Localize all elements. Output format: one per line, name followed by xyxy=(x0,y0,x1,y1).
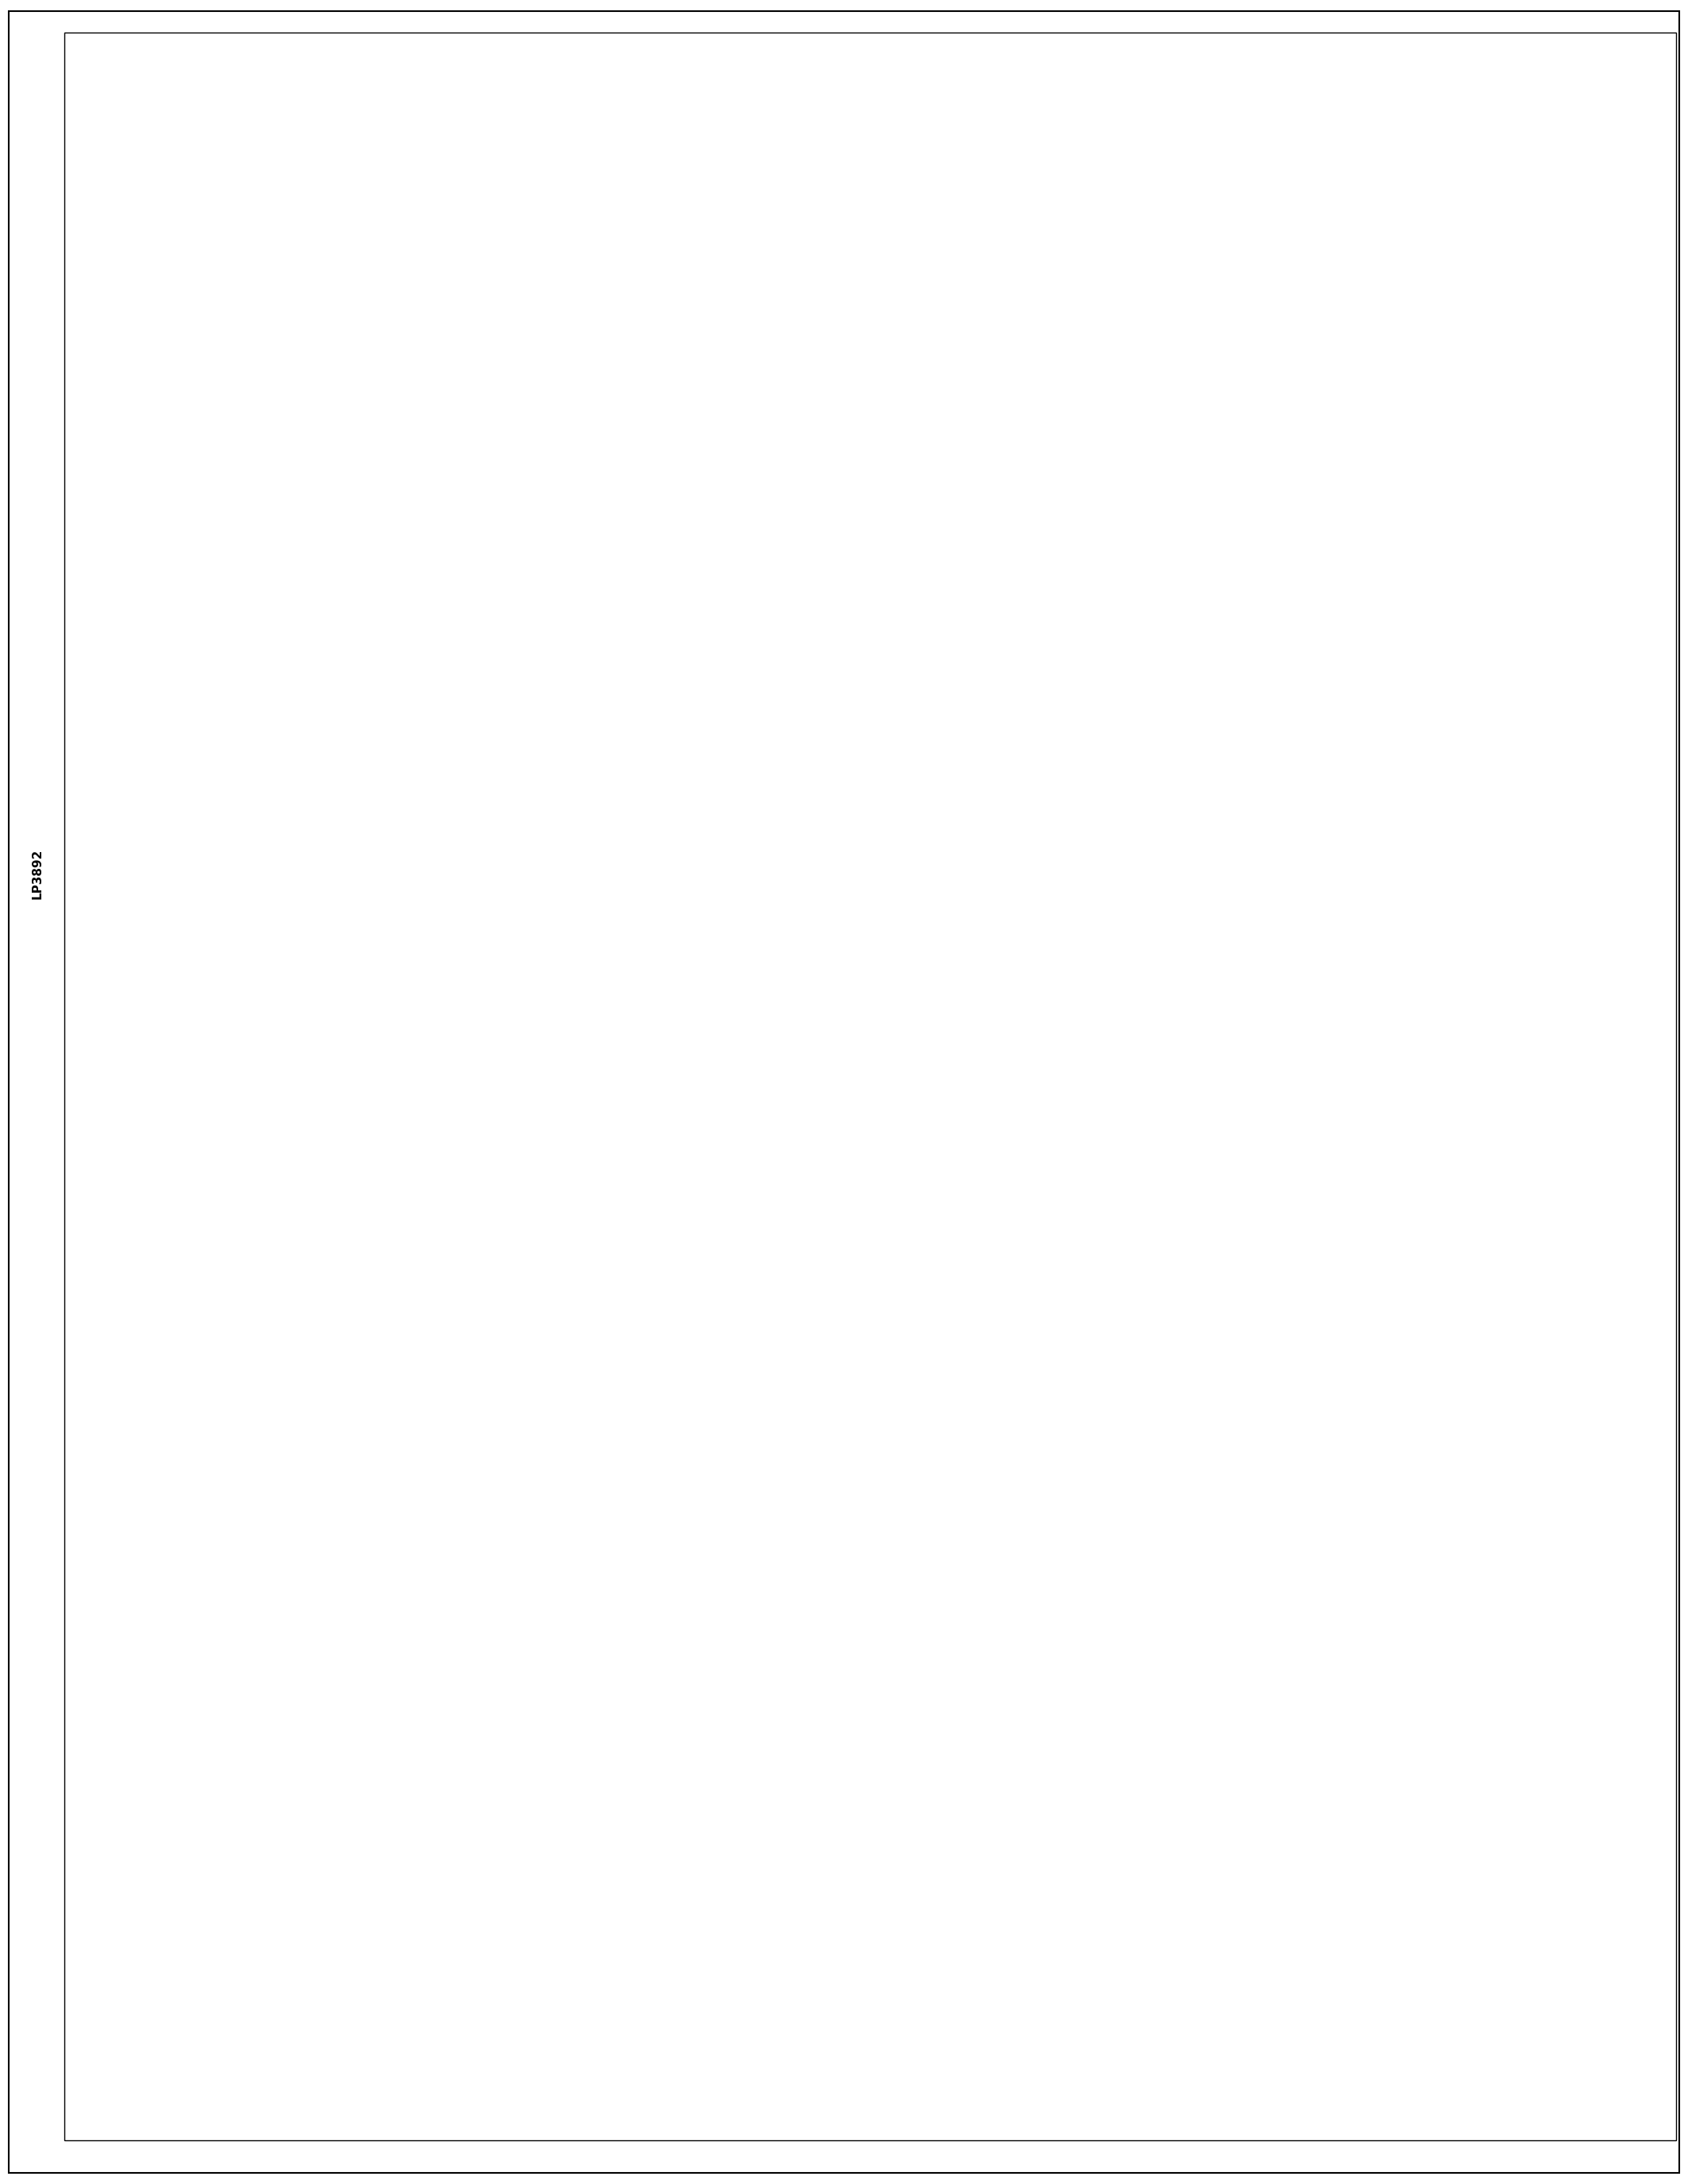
Text: Rail: Rail xyxy=(1430,736,1447,745)
Text: LP3892ESX-1.2: LP3892ESX-1.2 xyxy=(268,354,336,360)
Text: GND: GND xyxy=(523,1230,540,1238)
Text: TS5B: TS5B xyxy=(1048,299,1070,306)
Text: Order Number: Order Number xyxy=(265,234,339,242)
Text: TO263-5: TO263-5 xyxy=(662,518,699,526)
Text: LP3892ES-1.5: LP3892ES-1.5 xyxy=(272,463,333,472)
Text: +: + xyxy=(886,1040,895,1051)
Text: 20069824: 20069824 xyxy=(1225,1293,1256,1302)
Text: Tape and Reel: Tape and Reel xyxy=(1408,681,1469,690)
Text: T05D: T05D xyxy=(1048,736,1072,745)
Text: Package Type: Package Type xyxy=(645,234,717,242)
Text: UVLO: UVLO xyxy=(665,841,689,847)
Bar xyxy=(550,1033,584,1057)
Text: www.national.com: www.national.com xyxy=(81,2094,162,2103)
Text: TS5B: TS5B xyxy=(1048,354,1070,360)
Text: TO220-5: TO220-5 xyxy=(662,408,701,417)
Text: $\overline{S/D}$: $\overline{S/D}$ xyxy=(518,1037,535,1051)
Text: LP3892ET-1.8: LP3892ET-1.8 xyxy=(272,736,333,745)
Text: 2: 2 xyxy=(868,2094,873,2103)
Text: TO220-5: TO220-5 xyxy=(662,572,701,581)
Text: Supplied As: Supplied As xyxy=(1408,234,1470,242)
Text: TO263-5: TO263-5 xyxy=(662,627,699,636)
Text: Tape and Reel: Tape and Reel xyxy=(1408,354,1469,360)
Text: Package Drawing: Package Drawing xyxy=(1014,234,1106,242)
Text: Rail: Rail xyxy=(1430,627,1447,636)
Text: LP3892ES-1.8: LP3892ES-1.8 xyxy=(272,627,333,636)
Text: TS5B: TS5B xyxy=(1048,463,1070,472)
Text: LP3892ET-1.2: LP3892ET-1.2 xyxy=(272,408,333,417)
Bar xyxy=(1264,854,1298,876)
Text: Rail: Rail xyxy=(1430,299,1447,306)
Text: Rail: Rail xyxy=(1430,572,1447,581)
Bar xyxy=(550,1223,584,1245)
Text: Rail: Rail xyxy=(1430,463,1447,472)
Text: TS5B: TS5B xyxy=(1048,627,1070,636)
Bar xyxy=(927,1107,1023,1171)
Text: TS5B: TS5B xyxy=(1048,681,1070,690)
Text: LP3892ET-1.5: LP3892ET-1.5 xyxy=(272,572,333,581)
Text: TS5B: TS5B xyxy=(1048,518,1070,526)
Text: T05D: T05D xyxy=(1048,408,1072,417)
Text: LP3892ES-1.2: LP3892ES-1.2 xyxy=(272,299,333,306)
Text: Tape and Reel: Tape and Reel xyxy=(1408,518,1469,526)
Bar xyxy=(1264,705,1298,729)
Text: T05D: T05D xyxy=(1048,572,1072,581)
Text: TO220-5: TO220-5 xyxy=(662,736,701,745)
Text: Rail: Rail xyxy=(1430,408,1447,417)
Text: TO263-5: TO263-5 xyxy=(662,299,699,306)
Text: Block Diagram: Block Diagram xyxy=(113,799,275,819)
Text: LP3892ESX-1.8: LP3892ESX-1.8 xyxy=(268,681,336,690)
Bar xyxy=(550,705,584,729)
Text: Vbias: Vbias xyxy=(515,714,535,721)
Text: TO263-5: TO263-5 xyxy=(662,354,699,360)
Text: $V_{REF}$: $V_{REF}$ xyxy=(966,1133,984,1144)
Text: LP3892: LP3892 xyxy=(30,847,44,900)
Text: TO263-5: TO263-5 xyxy=(662,463,699,472)
Text: LP3892ESX-1.5: LP3892ESX-1.5 xyxy=(268,518,336,526)
Text: TO263-5: TO263-5 xyxy=(662,681,699,690)
Bar xyxy=(619,802,733,887)
Text: $V_{IN}$: $V_{IN}$ xyxy=(1308,712,1322,723)
Text: Ordering Information: Ordering Information xyxy=(113,118,351,135)
Text: $V_{OUT}$: $V_{OUT}$ xyxy=(1308,860,1327,871)
Text: −: − xyxy=(886,954,895,965)
